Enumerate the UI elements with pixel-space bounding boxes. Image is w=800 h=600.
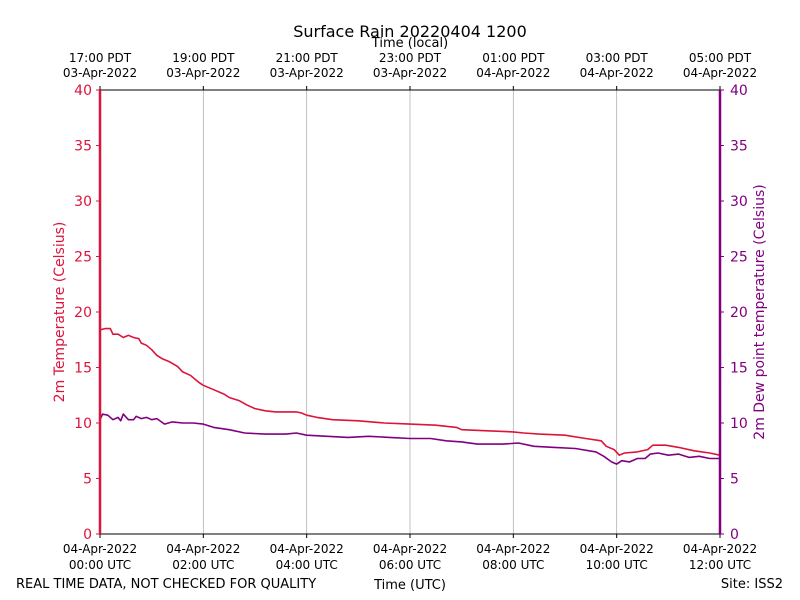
left-tick-label: 20 [74,305,92,321]
bottom-tick-date: 04-Apr-2022 [683,542,757,556]
top-tick-date: 04-Apr-2022 [580,66,654,80]
top-tick-date: 03-Apr-2022 [270,66,344,80]
right-axis-label: 2m Dew point temperature (Celsius) [752,184,768,439]
right-tick-label: 5 [730,472,739,488]
bottom-tick-time: 00:00 UTC [69,558,131,572]
left-tick-label: 40 [74,83,92,99]
tick-labels: 0 0 5 5 10 10 15 15 20 20 25 25 30 30 35 35 40 40 04-Apr-2… [63,51,757,572]
left-tick-label: 10 [74,416,92,432]
bottom-tick-time: 06:00 UTC [379,558,441,572]
right-tick-label: 15 [730,361,748,377]
top-tick-time: 03:00 PDT [586,51,649,65]
site-label: Site: ISS2 [721,577,783,592]
top-tick-time: 05:00 PDT [689,51,752,65]
right-tick-label: 0 [730,527,739,543]
top-axis-label: Time (local) [371,36,448,51]
chart-title: Surface Rain 20220404 1200 [293,22,527,41]
bottom-tick-date: 04-Apr-2022 [63,542,137,556]
top-tick-time: 23:00 PDT [379,51,442,65]
right-tick-label: 40 [730,83,748,99]
right-tick-label: 20 [730,305,748,321]
top-tick-date: 03-Apr-2022 [373,66,447,80]
bottom-tick-time: 12:00 UTC [689,558,751,572]
top-tick-date: 04-Apr-2022 [476,66,550,80]
left-tick-label: 0 [83,527,92,543]
axes [96,86,724,538]
bottom-tick-time: 08:00 UTC [482,558,544,572]
bottom-tick-time: 10:00 UTC [586,558,648,572]
left-tick-label: 5 [83,472,92,488]
right-tick-label: 30 [730,194,748,210]
grid-lines [202,90,618,534]
dewpoint-line [99,413,720,465]
data-series [99,327,721,465]
bottom-tick-time: 04:00 UTC [276,558,338,572]
left-tick-label: 30 [74,194,92,210]
right-tick-label: 10 [730,416,748,432]
top-tick-time: 19:00 PDT [172,51,235,65]
top-tick-date: 04-Apr-2022 [683,66,757,80]
bottom-tick-date: 04-Apr-2022 [166,542,240,556]
temperature-line [99,327,721,456]
right-tick-label: 35 [730,139,748,155]
top-tick-date: 03-Apr-2022 [166,66,240,80]
left-axis-label: 2m Temperature (Celsius) [52,222,68,403]
bottom-tick-date: 04-Apr-2022 [476,542,550,556]
quality-disclaimer: REAL TIME DATA, NOT CHECKED FOR QUALITY [16,577,316,592]
top-tick-date: 03-Apr-2022 [63,66,137,80]
bottom-tick-date: 04-Apr-2022 [373,542,447,556]
bottom-tick-date: 04-Apr-2022 [580,542,654,556]
bottom-tick-date: 04-Apr-2022 [270,542,344,556]
left-tick-label: 15 [74,361,92,377]
right-tick-label: 25 [730,250,748,266]
top-tick-time: 21:00 PDT [276,51,339,65]
left-tick-label: 25 [74,250,92,266]
top-tick-time: 17:00 PDT [69,51,132,65]
left-tick-label: 35 [74,139,92,155]
top-tick-time: 01:00 PDT [482,51,545,65]
bottom-axis-label: Time (UTC) [373,578,446,593]
bottom-tick-time: 02:00 UTC [172,558,234,572]
